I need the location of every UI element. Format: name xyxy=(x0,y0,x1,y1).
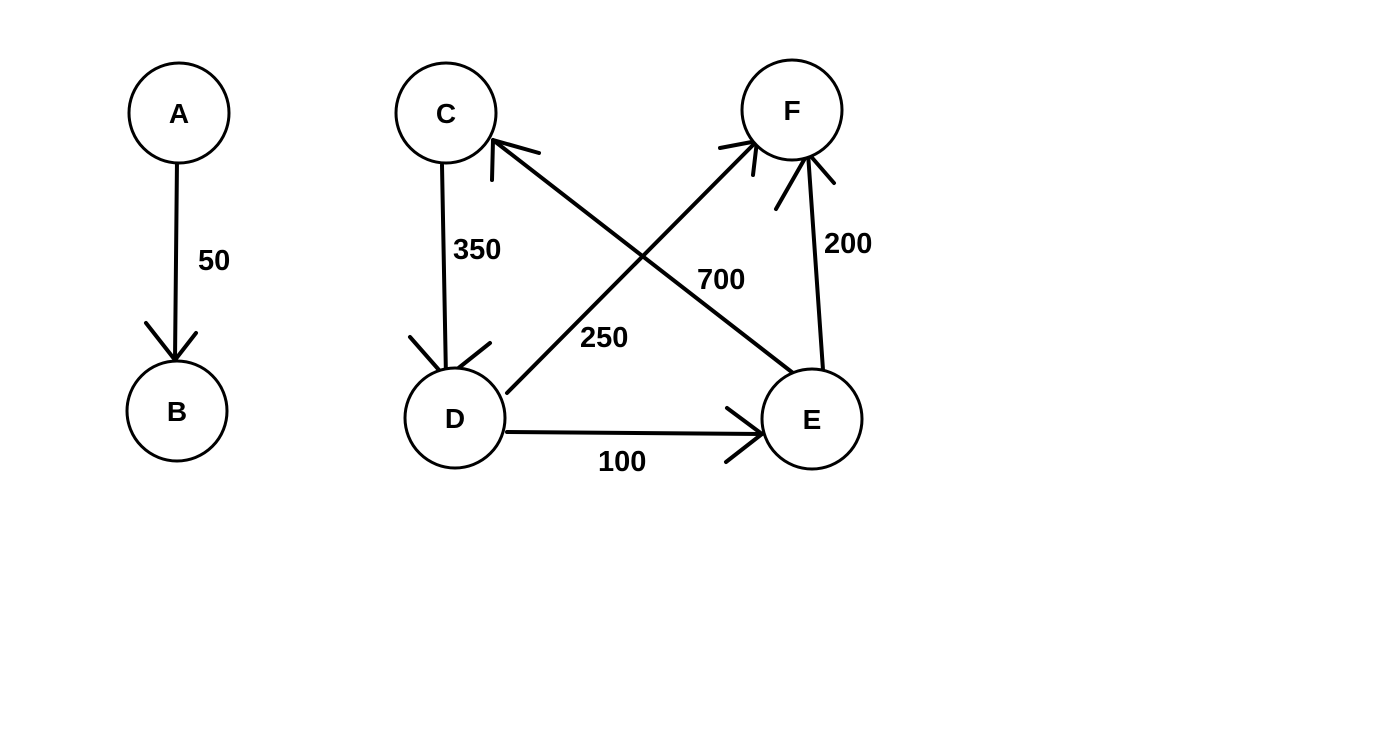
arrowhead-icon xyxy=(774,151,836,211)
edge-labels-layer: 50 350 250 700 200 100 xyxy=(198,228,872,478)
edge-weight-label: 100 xyxy=(598,446,646,478)
node-f: F xyxy=(740,58,844,162)
edge-e-to-f xyxy=(774,151,836,372)
edge-line xyxy=(505,139,759,395)
node-circle xyxy=(740,58,844,162)
edge-line xyxy=(440,163,448,380)
node-circle xyxy=(403,366,507,470)
edge-weight-label: 700 xyxy=(697,264,745,296)
edge-weight-label: 250 xyxy=(580,322,628,354)
node-e: E xyxy=(760,367,864,471)
node-circle xyxy=(394,61,498,165)
node-label: A xyxy=(169,98,189,129)
arrowhead-icon xyxy=(144,321,198,362)
node-b: B xyxy=(125,359,229,463)
node-circle xyxy=(760,367,864,471)
edge-d-to-e xyxy=(505,406,764,464)
node-label: F xyxy=(783,95,800,126)
arrowhead-icon xyxy=(724,406,764,464)
edge-line xyxy=(806,151,825,372)
edge-line xyxy=(173,158,179,362)
edge-e-to-c xyxy=(490,138,795,375)
node-circle xyxy=(125,359,229,463)
node-a: A xyxy=(127,61,231,165)
edge-line xyxy=(505,430,764,436)
node-label: D xyxy=(445,403,465,434)
node-circle xyxy=(127,61,231,165)
node-label: E xyxy=(803,404,822,435)
node-c: C xyxy=(394,61,498,165)
node-d: D xyxy=(403,366,507,470)
nodes-layer: A B C D E F xyxy=(125,58,864,471)
node-label: C xyxy=(436,98,456,129)
edge-c-to-d xyxy=(408,163,492,380)
node-label: B xyxy=(167,396,187,427)
edges-layer xyxy=(144,138,836,464)
edge-weight-label: 200 xyxy=(824,228,872,260)
edge-weight-label: 50 xyxy=(198,245,230,277)
edge-line xyxy=(491,138,795,375)
edge-a-to-b xyxy=(144,158,198,362)
edge-weight-label: 350 xyxy=(453,234,501,266)
arrowhead-icon xyxy=(490,138,541,182)
